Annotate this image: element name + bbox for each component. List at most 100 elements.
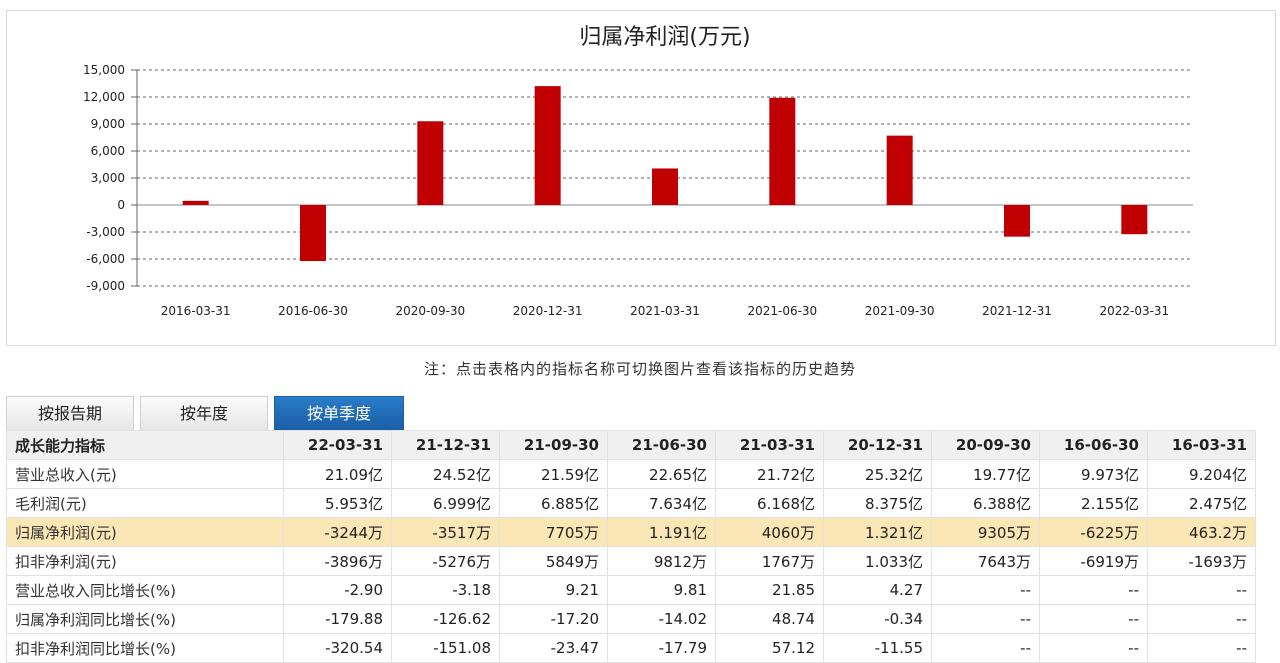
table-cell: 4060万 bbox=[715, 517, 824, 547]
table-cell: 9.81 bbox=[607, 575, 716, 605]
table-row: 归属净利润(元) -3244万 -3517万 7705万 1.191亿 4060万 1.32… bbox=[6, 517, 1256, 547]
table-row: 扣非净利润(元) -3896万 -5276万 5849万 9812万 1767万 1.033… bbox=[6, 546, 1256, 576]
table-cell: -- bbox=[1039, 604, 1148, 634]
table-cell: -17.20 bbox=[499, 604, 608, 634]
table-cell: -3517万 bbox=[391, 517, 500, 547]
table-cell: 9.21 bbox=[499, 575, 608, 605]
tab-report-period[interactable]: 按报告期 bbox=[6, 396, 134, 431]
indicator-name-link[interactable]: 扣非净利润同比增长(%) bbox=[6, 633, 284, 663]
indicator-name-link[interactable]: 营业总收入同比增长(%) bbox=[6, 575, 284, 605]
bar[interactable] bbox=[417, 121, 444, 205]
x-tick-label: 2021-12-31 bbox=[982, 304, 1052, 318]
bar[interactable] bbox=[300, 205, 326, 262]
table-cell: 21.85 bbox=[715, 575, 824, 605]
table-cell: -14.02 bbox=[607, 604, 716, 634]
bar[interactable] bbox=[1004, 205, 1030, 237]
indicator-name-link[interactable]: 归属净利润(元) bbox=[6, 517, 284, 547]
table-cell: 9.973亿 bbox=[1039, 459, 1148, 489]
table-cell: 463.2万 bbox=[1147, 517, 1256, 547]
growth-indicator-table: 成长能力指标 22-03-31 21-12-31 21-09-30 21-06-… bbox=[6, 430, 1256, 663]
table-cell: 5.953亿 bbox=[283, 488, 392, 518]
table-cell: -17.79 bbox=[607, 633, 716, 663]
header-date: 22-03-31 bbox=[283, 430, 392, 460]
y-tick-label: 9,000 bbox=[91, 117, 125, 131]
table-cell: -3.18 bbox=[391, 575, 500, 605]
bar[interactable] bbox=[182, 200, 209, 205]
table-cell: -- bbox=[1039, 633, 1148, 663]
y-tick-label: -3,000 bbox=[86, 225, 125, 239]
table-cell: -2.90 bbox=[283, 575, 392, 605]
table-cell: 8.375亿 bbox=[823, 488, 932, 518]
table-cell: 9.204亿 bbox=[1147, 459, 1256, 489]
indicator-name-link[interactable]: 扣非净利润(元) bbox=[6, 546, 284, 576]
bar[interactable] bbox=[769, 97, 796, 205]
table-cell: -11.55 bbox=[823, 633, 932, 663]
table-cell: 2.475亿 bbox=[1147, 488, 1256, 518]
table-cell: -179.88 bbox=[283, 604, 392, 634]
table-cell: 22.65亿 bbox=[607, 459, 716, 489]
y-tick-label: 12,000 bbox=[83, 90, 125, 104]
header-date: 21-06-30 bbox=[607, 430, 716, 460]
table-cell: 4.27 bbox=[823, 575, 932, 605]
x-tick-label: 2021-06-30 bbox=[747, 304, 817, 318]
table-cell: 7.634亿 bbox=[607, 488, 716, 518]
x-tick-label: 2022-03-31 bbox=[1099, 304, 1169, 318]
y-tick-label: -9,000 bbox=[86, 279, 125, 293]
indicator-name-link[interactable]: 毛利润(元) bbox=[6, 488, 284, 518]
table-cell: -6919万 bbox=[1039, 546, 1148, 576]
table-cell: 21.59亿 bbox=[499, 459, 608, 489]
table-cell: 5849万 bbox=[499, 546, 608, 576]
table-cell: 1767万 bbox=[715, 546, 824, 576]
header-date: 16-03-31 bbox=[1147, 430, 1256, 460]
bar[interactable] bbox=[1121, 205, 1148, 235]
table-cell: -5276万 bbox=[391, 546, 500, 576]
chart-note: 注：点击表格内的指标名称可切换图片查看该指标的历史趋势 bbox=[423, 360, 856, 378]
table-cell: -- bbox=[931, 633, 1040, 663]
table-cell: 7705万 bbox=[499, 517, 608, 547]
table-cell: -- bbox=[931, 604, 1040, 634]
table-cell: 1.321亿 bbox=[823, 517, 932, 547]
x-tick-label: 2016-06-30 bbox=[278, 304, 348, 318]
y-tick-label: 15,000 bbox=[83, 63, 125, 77]
table-row: 营业总收入同比增长(%) -2.90 -3.18 9.21 9.81 21.85 4.27-… bbox=[6, 575, 1256, 605]
table-cell: 21.09亿 bbox=[283, 459, 392, 489]
x-tick-label: 2021-03-31 bbox=[630, 304, 700, 318]
header-date: 20-12-31 bbox=[823, 430, 932, 460]
table-cell: 9812万 bbox=[607, 546, 716, 576]
y-tick-label: 0 bbox=[117, 198, 125, 212]
table-cell: -- bbox=[1147, 575, 1256, 605]
table-cell: 19.77亿 bbox=[931, 459, 1040, 489]
table-cell: -1693万 bbox=[1147, 546, 1256, 576]
table-header-row: 成长能力指标 22-03-31 21-12-31 21-09-30 21-06-… bbox=[6, 430, 1256, 460]
table-row: 归属净利润同比增长(%) -179.88 -126.62 -17.20 -14.02 48… bbox=[6, 604, 1256, 634]
table-cell: 6.168亿 bbox=[715, 488, 824, 518]
y-tick-label: 3,000 bbox=[91, 171, 125, 185]
header-date: 21-03-31 bbox=[715, 430, 824, 460]
tab-single-quarter[interactable]: 按单季度 bbox=[274, 396, 404, 431]
chart-title: 归属净利润(万元) bbox=[579, 25, 750, 50]
table-cell: 57.12 bbox=[715, 633, 824, 663]
indicator-name-link[interactable]: 营业总收入(元) bbox=[6, 459, 284, 489]
table-cell: -- bbox=[931, 575, 1040, 605]
table-cell: 6.885亿 bbox=[499, 488, 608, 518]
table-cell: 25.32亿 bbox=[823, 459, 932, 489]
bar[interactable] bbox=[534, 86, 561, 205]
x-tick-label: 2020-09-30 bbox=[395, 304, 465, 318]
x-tick-label: 2021-09-30 bbox=[865, 304, 935, 318]
table-cell: 24.52亿 bbox=[391, 459, 500, 489]
x-tick-label: 2016-03-31 bbox=[161, 304, 231, 318]
table-cell: 6.999亿 bbox=[391, 488, 500, 518]
bar[interactable] bbox=[886, 135, 913, 205]
table-row: 营业总收入(元) 21.09亿 24.52亿 21.59亿 22.65亿 21.72亿 25… bbox=[6, 459, 1256, 489]
tab-annual[interactable]: 按年度 bbox=[140, 396, 268, 431]
table-cell: -151.08 bbox=[391, 633, 500, 663]
header-date: 16-06-30 bbox=[1039, 430, 1148, 460]
table-row: 毛利润(元) 5.953亿 6.999亿 6.885亿 7.634亿 6.168亿 8.37… bbox=[6, 488, 1256, 518]
bar[interactable] bbox=[652, 168, 678, 205]
table-cell: 1.191亿 bbox=[607, 517, 716, 547]
table-cell: 21.72亿 bbox=[715, 459, 824, 489]
y-tick-label: -6,000 bbox=[86, 252, 125, 266]
indicator-name-link[interactable]: 归属净利润同比增长(%) bbox=[6, 604, 284, 634]
table-row: 扣非净利润同比增长(%) -320.54 -151.08 -23.47 -17.79 57… bbox=[6, 633, 1256, 663]
table-cell: -- bbox=[1147, 604, 1256, 634]
